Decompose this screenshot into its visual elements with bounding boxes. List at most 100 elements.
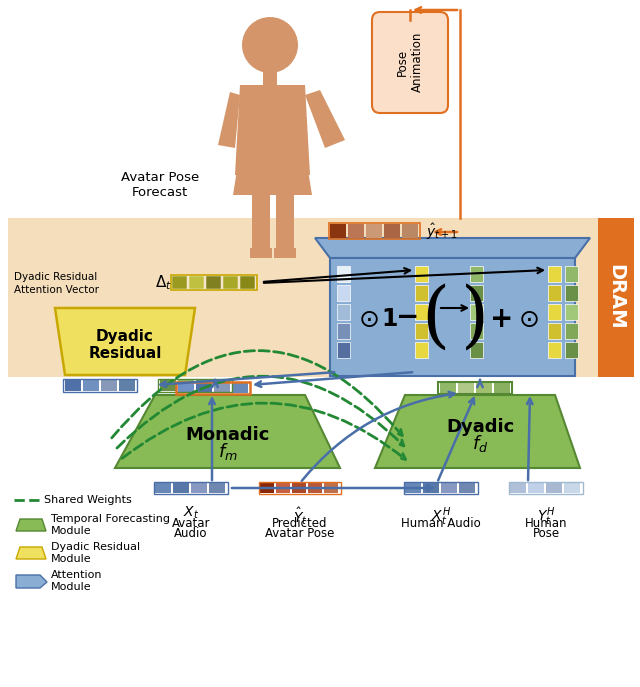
Bar bbox=[252, 195, 270, 250]
Bar bbox=[160, 380, 176, 391]
Text: Monadic: Monadic bbox=[186, 426, 270, 444]
Text: $\Delta_t$: $\Delta_t$ bbox=[155, 273, 172, 293]
Text: Shared Weights: Shared Weights bbox=[44, 495, 132, 505]
Bar bbox=[171, 275, 257, 290]
Polygon shape bbox=[218, 92, 240, 148]
Bar bbox=[470, 266, 483, 282]
Bar bbox=[232, 383, 248, 393]
Bar bbox=[308, 483, 322, 493]
Bar bbox=[423, 483, 439, 493]
Text: Audio: Audio bbox=[174, 527, 208, 540]
Bar bbox=[206, 276, 221, 289]
Bar bbox=[510, 483, 526, 493]
Bar bbox=[250, 248, 272, 258]
Bar bbox=[329, 223, 420, 239]
Bar bbox=[494, 383, 510, 393]
Bar bbox=[178, 380, 194, 391]
Bar bbox=[274, 248, 296, 258]
Text: Attention Vector: Attention Vector bbox=[14, 285, 99, 295]
Bar bbox=[191, 483, 207, 493]
Bar bbox=[415, 266, 428, 282]
Bar bbox=[548, 285, 561, 301]
Text: Dyadic: Dyadic bbox=[446, 418, 514, 436]
Bar bbox=[476, 383, 492, 393]
Bar bbox=[548, 266, 561, 282]
Bar bbox=[384, 224, 400, 238]
Bar bbox=[509, 482, 583, 494]
Text: $\odot$: $\odot$ bbox=[518, 308, 538, 332]
Bar bbox=[276, 195, 294, 250]
Bar bbox=[63, 379, 137, 392]
Text: Avatar Pose
Forecast: Avatar Pose Forecast bbox=[121, 171, 199, 199]
Polygon shape bbox=[235, 85, 310, 175]
Bar bbox=[337, 285, 350, 301]
Bar bbox=[260, 483, 274, 493]
Bar bbox=[119, 380, 135, 391]
Text: DRAM: DRAM bbox=[607, 264, 625, 330]
Bar bbox=[154, 482, 228, 494]
Bar bbox=[458, 383, 474, 393]
Text: Human Audio: Human Audio bbox=[401, 517, 481, 530]
Polygon shape bbox=[55, 308, 195, 375]
Bar bbox=[337, 323, 350, 339]
Bar bbox=[441, 483, 457, 493]
Bar bbox=[565, 266, 578, 282]
Bar bbox=[172, 276, 187, 289]
Bar bbox=[240, 276, 255, 289]
Polygon shape bbox=[233, 170, 312, 195]
Bar bbox=[415, 342, 428, 358]
Bar bbox=[565, 323, 578, 339]
Bar bbox=[366, 224, 382, 238]
Bar bbox=[101, 380, 117, 391]
Polygon shape bbox=[16, 519, 46, 531]
Bar bbox=[292, 483, 306, 493]
Bar bbox=[196, 383, 212, 393]
Text: $f_m$: $f_m$ bbox=[218, 442, 238, 462]
Bar bbox=[415, 285, 428, 301]
Bar bbox=[440, 383, 456, 393]
Bar bbox=[564, 483, 580, 493]
Text: Dyadic Residual
Module: Dyadic Residual Module bbox=[51, 542, 140, 564]
Bar bbox=[470, 304, 483, 320]
Bar bbox=[459, 483, 475, 493]
Bar bbox=[259, 482, 341, 494]
Text: Predicted: Predicted bbox=[272, 517, 328, 530]
Text: Pose
Animation: Pose Animation bbox=[396, 32, 424, 92]
Bar bbox=[405, 483, 421, 493]
Bar bbox=[214, 383, 230, 393]
Bar bbox=[337, 342, 350, 358]
Bar bbox=[189, 276, 204, 289]
Bar bbox=[196, 380, 212, 391]
Text: $\odot$: $\odot$ bbox=[358, 308, 378, 332]
Text: Avatar: Avatar bbox=[172, 517, 211, 530]
Text: (: ( bbox=[421, 283, 449, 353]
Circle shape bbox=[242, 17, 298, 73]
Bar bbox=[324, 483, 338, 493]
Text: Attention
Module: Attention Module bbox=[51, 570, 102, 592]
Bar bbox=[548, 342, 561, 358]
Bar bbox=[276, 483, 290, 493]
Text: $f_d$: $f_d$ bbox=[472, 433, 488, 455]
Polygon shape bbox=[315, 238, 590, 258]
Bar bbox=[155, 483, 171, 493]
Text: $Y_t^H$: $Y_t^H$ bbox=[537, 505, 556, 528]
Text: $\hat{y}_{t+1}$: $\hat{y}_{t+1}$ bbox=[426, 222, 458, 242]
Bar bbox=[223, 276, 238, 289]
Text: Avatar Pose: Avatar Pose bbox=[266, 527, 335, 540]
Bar bbox=[528, 483, 544, 493]
Bar bbox=[348, 224, 364, 238]
Bar bbox=[415, 323, 428, 339]
Bar bbox=[546, 483, 562, 493]
Bar bbox=[8, 218, 634, 377]
Bar bbox=[565, 342, 578, 358]
Bar bbox=[470, 323, 483, 339]
Text: Pose: Pose bbox=[532, 527, 559, 540]
Text: Dyadic Residual: Dyadic Residual bbox=[14, 272, 97, 282]
Bar bbox=[548, 323, 561, 339]
Bar bbox=[158, 379, 232, 392]
Bar bbox=[565, 304, 578, 320]
Text: Dyadic
Residual: Dyadic Residual bbox=[88, 329, 162, 361]
Polygon shape bbox=[16, 575, 47, 588]
Text: $X_t$: $X_t$ bbox=[183, 505, 199, 521]
FancyBboxPatch shape bbox=[372, 12, 448, 113]
